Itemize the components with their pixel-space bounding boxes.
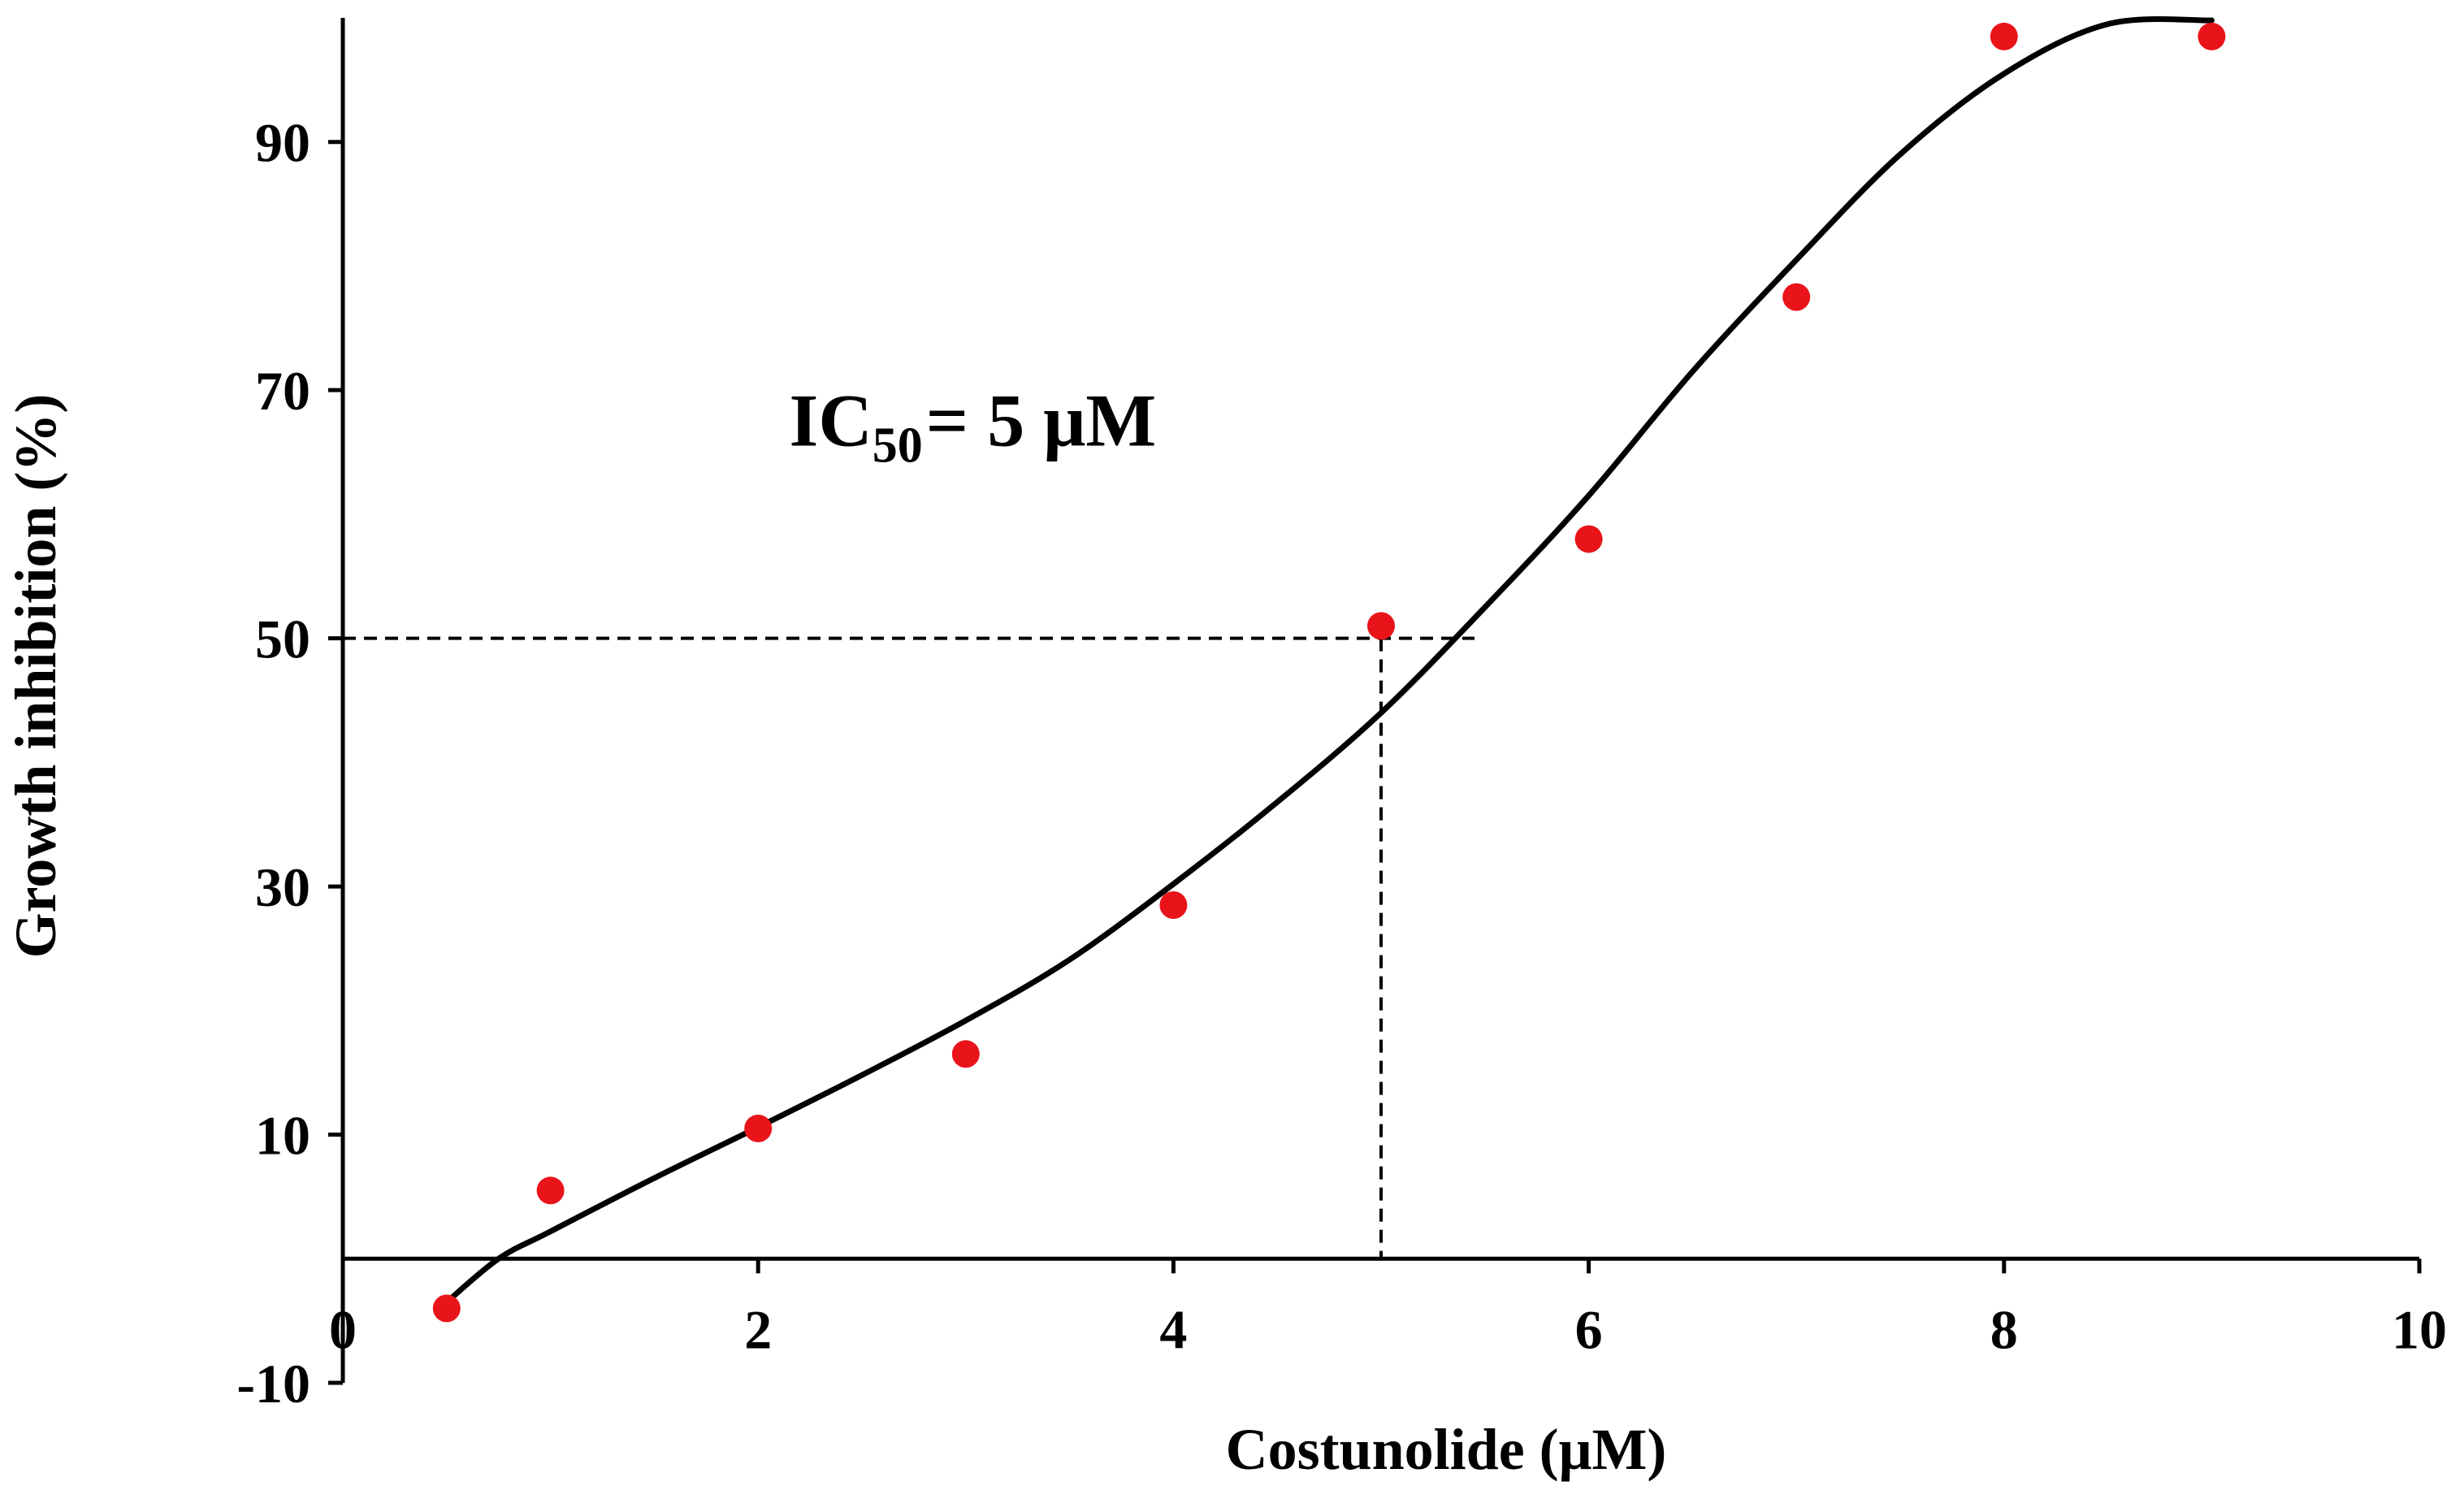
y-tick-label: 90 [255,112,310,174]
fitted-curve-layer [444,15,2215,1306]
x-tick-label: 2 [744,1298,772,1360]
data-point [1574,525,1603,553]
reference-lines [343,636,1475,1259]
y-tick-label: 10 [255,1105,310,1167]
data-point [432,1294,461,1323]
x-tick-label: 0 [329,1298,357,1360]
x-tick-label: 4 [1159,1298,1187,1360]
data-point [744,1114,773,1142]
x-tick-label: 10 [2392,1298,2447,1360]
data-point [536,1176,565,1205]
axes [328,18,2422,1385]
data-point [1990,22,2018,50]
data-point [951,1040,980,1068]
y-axis-label: Growth inhibition (%) [3,394,68,959]
data-point [2198,22,2226,50]
tick-labels: -10 10 30 50 70 90 0 2 4 6 8 10 [236,112,2447,1415]
annotation-suffix: = 5 μM [926,379,1156,461]
y-tick-label: 50 [255,609,310,670]
annotation-prefix: IC [790,379,873,461]
x-tick-label: 6 [1575,1298,1603,1360]
data-point [1159,891,1188,919]
data-point [1782,283,1811,311]
x-tick-label: 8 [1990,1298,2018,1360]
data-points-layer [432,22,2226,1323]
fitted-curve-line [444,15,2215,1306]
annotation-subscript: 50 [873,418,923,473]
ic50-annotation: IC50= 5 μM [790,379,1157,473]
y-tick-label: 30 [255,856,310,918]
y-tick-label: -10 [236,1353,310,1415]
x-axis-label: Costunolide (μM) [1226,1417,1667,1482]
data-point [1367,612,1395,640]
y-tick-label: 70 [255,360,310,422]
